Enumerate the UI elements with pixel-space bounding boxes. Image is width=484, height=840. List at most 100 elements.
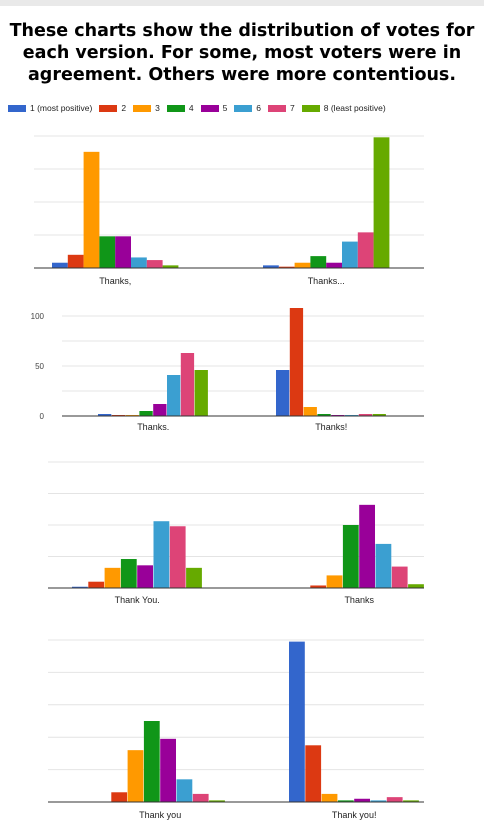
legend-swatch	[200, 104, 219, 112]
bar	[120, 559, 137, 588]
bar	[386, 797, 403, 802]
bar	[358, 414, 373, 416]
bar	[326, 262, 342, 268]
bar	[342, 241, 358, 268]
bar	[111, 792, 128, 802]
legend-swatch	[268, 104, 287, 112]
category-label: Thanks.	[137, 422, 169, 432]
bar	[52, 262, 68, 268]
heading-line: each version. For some, most voters were…	[22, 43, 462, 63]
legend-swatch	[133, 104, 152, 112]
legend-label: 4	[188, 103, 194, 113]
bar	[289, 308, 304, 416]
bar	[310, 256, 327, 268]
bar	[139, 411, 153, 416]
bar	[160, 738, 176, 802]
bar	[342, 525, 359, 588]
category-label: Thanks...	[308, 276, 345, 286]
bar	[137, 565, 153, 588]
bar	[370, 800, 387, 802]
legend-label: 8 (least positive)	[323, 103, 386, 113]
bar	[408, 584, 424, 588]
bar	[303, 407, 317, 416]
bar	[326, 575, 343, 588]
legend-label: 7	[290, 103, 295, 113]
legend-item: 8 (least positive)	[301, 103, 386, 113]
legend-swatch	[301, 104, 320, 112]
chart-panel: 0 50 100 Thanks. Thanks!	[31, 308, 424, 432]
heading-line: agreement. Others were more contentious.	[27, 65, 456, 85]
legend-item: 5	[200, 103, 228, 113]
bar	[153, 404, 167, 416]
bar	[67, 254, 84, 268]
category-label: Thank you!	[332, 810, 377, 820]
y-tick-label: 50	[35, 362, 44, 371]
bar	[180, 353, 195, 416]
bar	[289, 641, 305, 802]
bar	[131, 257, 147, 268]
bar	[357, 232, 374, 268]
bar	[310, 585, 327, 588]
legend-label: 5	[222, 103, 228, 113]
bar	[143, 721, 160, 802]
bar	[194, 370, 208, 416]
bar	[359, 504, 375, 588]
bar	[88, 581, 105, 588]
legend-swatch	[99, 104, 118, 112]
bar	[146, 260, 163, 268]
legend-swatch	[234, 104, 253, 112]
category-label: Thanks	[344, 595, 374, 605]
category-label: Thanks,	[99, 276, 131, 286]
bar	[153, 521, 170, 588]
bar	[278, 266, 295, 268]
bar	[391, 566, 408, 588]
bar	[176, 779, 193, 802]
bar	[83, 151, 100, 268]
legend-item: 4	[166, 103, 194, 113]
legend-item: 2	[99, 103, 126, 113]
legend-label: 3	[155, 103, 160, 113]
bar	[276, 370, 290, 416]
top-strip	[0, 0, 484, 6]
bar	[375, 543, 392, 588]
chart-legend: 1 (most positive) 2 3 4 5 6 7 8 (least positive…	[8, 101, 478, 115]
bar	[192, 793, 209, 802]
bar	[263, 265, 279, 268]
bar	[127, 750, 144, 802]
bar	[209, 800, 225, 802]
chart-panel: Thank You. Thanks	[48, 461, 424, 605]
bar	[162, 265, 179, 268]
legend-item: 6	[234, 103, 261, 113]
heading-line: These charts show the distribution of vo…	[9, 21, 475, 41]
legend-swatch	[8, 104, 26, 112]
bar	[403, 800, 419, 802]
y-tick-label: 100	[31, 312, 45, 321]
category-label: Thanks!	[315, 422, 347, 432]
legend-label: 2	[121, 103, 127, 113]
legend-item: 7	[268, 103, 295, 113]
legend-label: 1 (most positive)	[30, 103, 93, 113]
chart-panel: Thank you Thank you!	[48, 639, 424, 820]
bar	[354, 798, 370, 802]
bar	[72, 586, 88, 588]
page-heading: These charts show the distribution of vo…	[6, 20, 478, 86]
bar	[104, 567, 121, 588]
bar	[167, 375, 181, 416]
bar	[169, 526, 186, 588]
chart-panel: Thanks, Thanks...	[34, 135, 424, 286]
legend-label: 6	[256, 103, 262, 113]
legend-swatch	[166, 104, 185, 112]
y-tick-label: 0	[40, 412, 45, 421]
bar	[98, 414, 112, 416]
bar	[99, 236, 116, 268]
category-label: Thank you	[139, 810, 181, 820]
bar	[115, 236, 131, 268]
bar	[317, 414, 331, 416]
bar	[186, 567, 202, 588]
bar	[372, 414, 386, 416]
bar	[373, 137, 390, 268]
bar	[337, 800, 354, 802]
category-label: Thank You.	[115, 595, 160, 605]
legend-item: 3	[133, 103, 160, 113]
